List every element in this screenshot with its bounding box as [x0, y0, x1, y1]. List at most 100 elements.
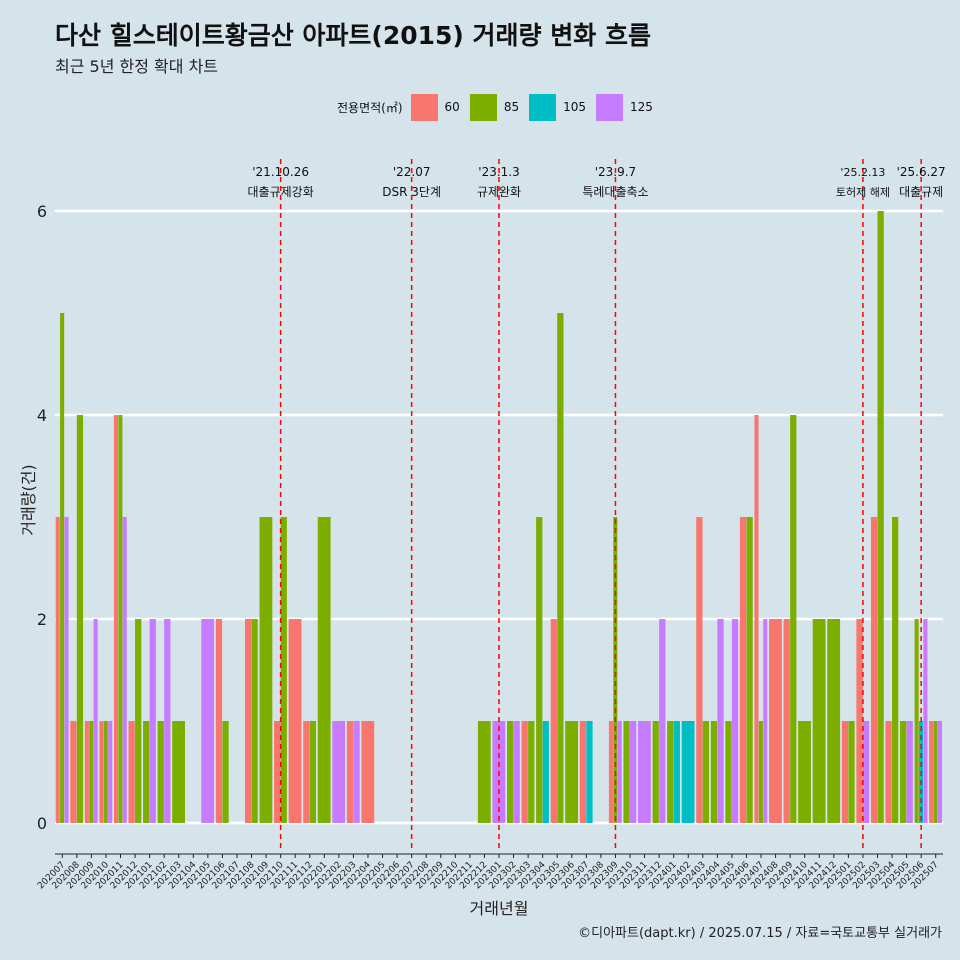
bar-202303-85 — [528, 721, 535, 823]
bar-202401-105 — [673, 721, 680, 823]
bar-202112-85 — [309, 721, 317, 823]
bar-202412-85 — [827, 619, 841, 823]
bar-202203-60 — [346, 721, 354, 823]
legend-swatch-85 — [469, 93, 497, 121]
bar-202407-125 — [763, 619, 768, 823]
event-label-5: 대출규제 — [899, 185, 943, 199]
bar-202111-60 — [288, 619, 302, 823]
legend-item-85: 85 — [469, 93, 520, 121]
bar-202303-60 — [521, 721, 528, 823]
event-label-4: 토허제 해제 — [836, 185, 890, 199]
bar-202408-60 — [769, 619, 782, 823]
bar-202012-85 — [135, 619, 142, 823]
bar-202008-85 — [76, 415, 84, 823]
bar-202404-125 — [717, 619, 724, 823]
bar-202312-85 — [652, 721, 659, 823]
legend-swatch-105 — [529, 93, 557, 121]
bar-202302-125 — [513, 721, 520, 823]
bar-202109-85 — [259, 517, 273, 823]
bar-202403-60 — [696, 517, 703, 823]
bar-202306-85 — [565, 721, 579, 823]
event-label-3: 특례대출축소 — [582, 185, 648, 199]
legend-swatch-125 — [596, 93, 623, 121]
bar-202305-60 — [550, 619, 557, 823]
bar-202009-125 — [93, 619, 98, 823]
bar-202405-125 — [731, 619, 739, 823]
event-date-3: '23.9.7 — [595, 165, 636, 179]
bar-202007-60 — [55, 517, 60, 823]
legend-swatch-60 — [410, 93, 438, 121]
bar-202409-85 — [790, 415, 797, 823]
bar-202503-60 — [870, 517, 878, 823]
bar-202012-60 — [128, 721, 135, 823]
event-date-2: '23.1.3 — [478, 165, 519, 179]
bar-202204-60 — [361, 721, 375, 823]
bar-202310-125 — [630, 721, 637, 823]
bar-202403-85 — [702, 721, 710, 823]
bar-202011-85 — [118, 415, 123, 823]
bar-202101-85 — [143, 721, 150, 823]
bar-202106-60 — [215, 619, 223, 823]
chart-caption: ©디아파트(dapt.kr) / 2025.07.15 / 자료=국토교통부 실… — [578, 926, 942, 941]
bar-202402-105 — [681, 721, 695, 823]
bar-202007-125 — [64, 517, 69, 823]
y-tick-label-2: 2 — [37, 610, 47, 629]
bar-202110-85 — [280, 517, 287, 823]
bar-202504-85 — [892, 517, 899, 823]
bar-202309-125 — [617, 721, 622, 823]
bar-202212-85 — [477, 721, 491, 823]
bar-202406-60 — [739, 517, 747, 823]
bar-202112-60 — [303, 721, 310, 823]
legend-item-105: 105 — [529, 93, 586, 121]
bar-202407-60 — [754, 415, 759, 823]
bar-202506-125 — [923, 619, 928, 823]
bar-202203-125 — [353, 721, 360, 823]
bar-202506-85 — [914, 619, 919, 823]
bar-202103-85 — [172, 721, 185, 823]
bar-202411-85 — [812, 619, 826, 823]
bar-202102-85 — [157, 721, 164, 823]
bar-202010-85 — [103, 721, 108, 823]
bar-202401-85 — [667, 721, 674, 823]
bar-202405-85 — [725, 721, 732, 823]
bar-202304-105 — [542, 721, 549, 823]
bar-202507-60 — [929, 721, 934, 823]
bar-202503-85 — [877, 211, 884, 823]
bar-202307-60 — [579, 721, 587, 823]
legend-label-85: 85 — [503, 100, 520, 114]
bar-202505-85 — [900, 721, 907, 823]
bar-202507-85 — [933, 721, 938, 823]
bar-202311-125 — [638, 721, 651, 823]
bar-202105-125 — [201, 619, 215, 823]
bar-202010-60 — [99, 721, 104, 823]
bar-202008-60 — [70, 721, 77, 823]
bar-202305-85 — [557, 313, 564, 823]
bar-202407-85 — [758, 721, 763, 823]
bar-202009-85 — [89, 721, 94, 823]
legend-item-125: 125 — [596, 93, 653, 121]
legend-label-125: 125 — [630, 100, 653, 114]
bar-202406-85 — [746, 517, 753, 823]
bar-202505-125 — [906, 721, 913, 823]
bar-202201-85 — [317, 517, 331, 823]
bar-202302-85 — [507, 721, 514, 823]
legend-label-60: 60 — [444, 100, 460, 114]
bar-202507-125 — [937, 721, 942, 823]
x-axis-title: 거래년월 — [470, 899, 529, 918]
legend-item-60: 60 — [410, 93, 460, 121]
bar-202309-85 — [613, 517, 618, 823]
y-tick-label-6: 6 — [37, 202, 47, 221]
chart-subtitle: 최근 5년 한정 확대 차트 — [55, 57, 219, 76]
bar-202312-125 — [659, 619, 666, 823]
event-date-0: '21.10.26 — [252, 165, 309, 179]
bar-202202-125 — [332, 721, 346, 823]
bar-202409-60 — [783, 619, 790, 823]
bar-202502-125 — [862, 721, 870, 823]
bar-202007-85 — [60, 313, 65, 823]
bar-202106-85 — [222, 721, 229, 823]
event-label-1: DSR 3단계 — [382, 185, 441, 199]
bar-202504-60 — [885, 721, 892, 823]
bar-202310-85 — [623, 721, 630, 823]
bar-202011-60 — [113, 415, 119, 823]
